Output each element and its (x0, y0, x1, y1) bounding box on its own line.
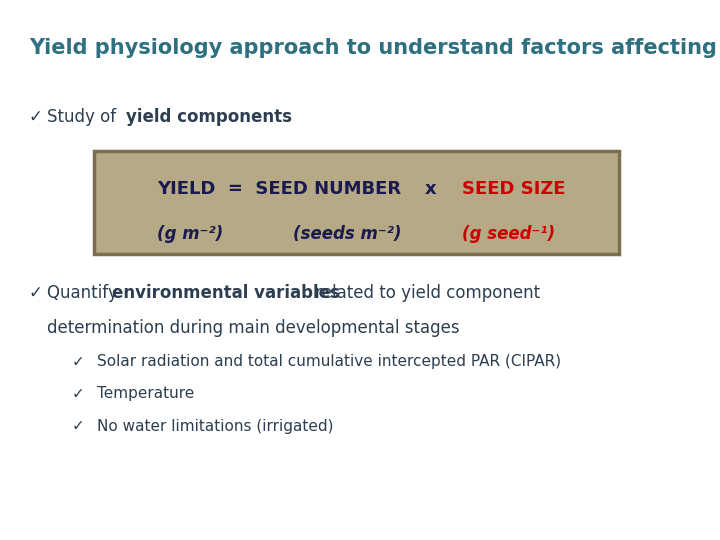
Text: environmental variables: environmental variables (112, 284, 339, 301)
Text: Yield physiology approach to understand factors affecting yield: Yield physiology approach to understand … (29, 38, 720, 58)
Text: (g seed⁻¹): (g seed⁻¹) (462, 225, 554, 243)
Text: YIELD  =  SEED NUMBER: YIELD = SEED NUMBER (157, 180, 401, 198)
FancyBboxPatch shape (94, 151, 619, 254)
Text: Temperature: Temperature (97, 386, 194, 401)
Text: (seeds m⁻²): (seeds m⁻²) (293, 225, 402, 243)
Text: SEED SIZE: SEED SIZE (462, 180, 565, 198)
Text: ✓: ✓ (72, 354, 85, 369)
Text: ✓: ✓ (29, 284, 42, 301)
Text: (g m⁻²): (g m⁻²) (157, 225, 223, 243)
Text: ✓: ✓ (72, 418, 85, 434)
Text: Study of: Study of (47, 108, 121, 126)
Text: yield components: yield components (126, 108, 292, 126)
Text: No water limitations (irrigated): No water limitations (irrigated) (97, 418, 333, 434)
Text: determination during main developmental stages: determination during main developmental … (47, 319, 459, 336)
Text: x: x (425, 180, 436, 198)
Text: ✓: ✓ (29, 108, 42, 126)
Text: Solar radiation and total cumulative intercepted PAR (CIPAR): Solar radiation and total cumulative int… (97, 354, 562, 369)
Text: related to yield component: related to yield component (310, 284, 540, 301)
Text: Quantify: Quantify (47, 284, 123, 301)
Text: ✓: ✓ (72, 386, 85, 401)
